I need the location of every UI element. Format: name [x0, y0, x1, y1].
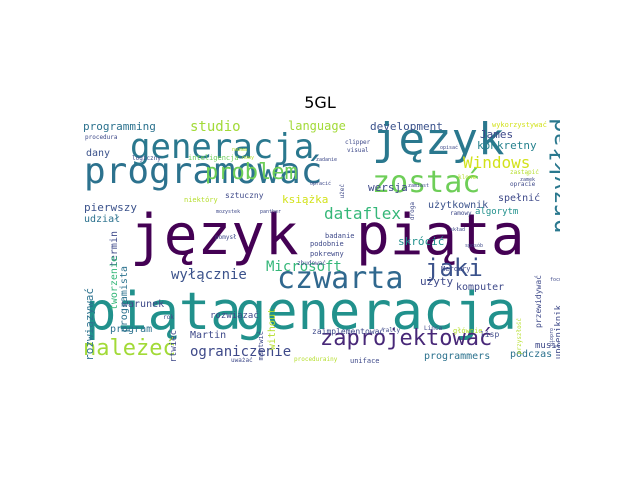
cloud-word: nowy: [242, 155, 255, 161]
cloud-word: przyszłość: [516, 318, 523, 355]
cloud-word: piąta: [85, 282, 242, 342]
cloud-word: spełnić: [498, 193, 541, 204]
cloud-word: użytkownik: [428, 200, 489, 211]
cloud-word: pomysł: [215, 234, 237, 241]
cloud-word: nazwa: [232, 147, 248, 153]
word-cloud: język piąta piąta generacja język programować…: [80, 118, 560, 363]
cloud-word: wykorzystywać: [492, 121, 547, 129]
cloud-word: zamek: [520, 177, 536, 183]
cloud-word: problem: [205, 160, 298, 185]
figure-title: 5GL: [304, 93, 336, 112]
cloud-word: język: [372, 118, 505, 165]
cloud-word: inteligencja: [188, 154, 239, 162]
cloud-word: procedurainy: [294, 356, 338, 363]
cloud-word: piąta: [356, 203, 525, 268]
cloud-word: udział: [84, 214, 121, 225]
cloud-word: Martin: [190, 330, 227, 341]
cloud-word: pokrewny: [310, 250, 344, 258]
cloud-word: zastąpić: [510, 169, 539, 176]
cloud-word: focus: [550, 277, 560, 283]
cloud-word: należeć: [83, 336, 176, 361]
cloud-word: droga: [409, 202, 416, 221]
cloud-word: mozystek: [216, 209, 241, 215]
cloud-word: podczas: [510, 349, 553, 360]
cloud-word: książka: [282, 193, 329, 206]
cloud-word: rally: [382, 327, 401, 334]
cloud-word: Linca: [424, 325, 443, 332]
cloud-word: ramowy: [450, 210, 472, 217]
cloud-word: programmers: [424, 351, 491, 362]
cloud-word: programować: [84, 151, 323, 192]
cloud-word: rok: [163, 314, 174, 321]
cloud-word: programming: [83, 120, 156, 133]
cloud-word: uniface: [350, 357, 380, 364]
cloud-word: zostać: [372, 165, 481, 200]
cloud-word: studio: [190, 119, 241, 135]
cloud-word: przewidywać: [534, 275, 543, 328]
cloud-word: opracić: [310, 181, 332, 187]
cloud-word: jaki: [425, 254, 483, 282]
cloud-word: sztuczny: [225, 191, 264, 200]
cloud-word: głównie: [453, 327, 483, 335]
cloud-word: wyłącznie: [171, 267, 247, 283]
cloud-word: język: [130, 203, 299, 268]
cloud-word: użeć: [339, 184, 346, 199]
cloud-word: algorytm: [475, 207, 519, 217]
cloud-word: dany: [86, 148, 111, 159]
cloud-word: martwieć: [169, 330, 179, 363]
cloud-word: upleniknik: [554, 305, 560, 360]
cloud-word: przykład: [546, 118, 560, 234]
cloud-word: ograniczenie: [190, 344, 292, 360]
cloud-word: skrócić: [398, 235, 445, 248]
cloud-word: czwarta: [277, 261, 404, 296]
cloud-word: martwić: [257, 331, 265, 361]
cloud-word: klone: [458, 174, 477, 181]
cloud-word: konkretny: [477, 139, 537, 152]
cloud-word: Microsoft: [266, 259, 342, 275]
cloud-word: zamiast: [408, 183, 430, 189]
cloud-word: komputer: [456, 282, 505, 293]
cloud-word: podobnie: [310, 240, 344, 248]
cloud-word: generacja: [235, 282, 517, 342]
cloud-word: panther: [260, 209, 282, 215]
cloud-word: clipper: [345, 139, 371, 146]
cloud-word: zaprojektować: [320, 326, 493, 351]
cloud-word: program: [110, 324, 153, 335]
cloud-word: Windows: [463, 153, 531, 172]
cloud-word: biopro: [549, 328, 555, 347]
cloud-word: dataflex: [324, 204, 402, 223]
cloud-word: rozwiązywać: [83, 288, 96, 361]
cloud-word: wersja: [368, 181, 408, 194]
cloud-word: procedura: [85, 134, 118, 141]
cloud-word: opracie: [510, 181, 536, 188]
cloud-word: uważać: [231, 357, 253, 364]
cloud-word: lisp: [480, 330, 500, 339]
cloud-word: opisać: [440, 145, 459, 151]
cloud-word: zbudować: [297, 260, 326, 267]
cloud-word: skład: [450, 227, 466, 233]
cloud-word: warunek: [122, 299, 165, 310]
cloud-word: logiczny: [132, 155, 161, 162]
cloud-word: rozwiązać: [210, 311, 259, 321]
cloud-word: development: [370, 120, 443, 133]
cloud-word: zaimplementować: [312, 327, 385, 336]
cloud-word: Mercury: [441, 265, 471, 273]
cloud-word: użyty: [420, 275, 454, 288]
cloud-word: musieć: [535, 341, 560, 351]
cloud-word: language: [288, 119, 346, 133]
cloud-word: zadanie: [316, 157, 338, 163]
cloud-word: generacja: [130, 127, 315, 167]
cloud-word: visual: [347, 147, 369, 154]
cloud-word: James: [480, 128, 514, 141]
cloud-word: pierwszy: [84, 201, 137, 214]
cloud-word: niektóry: [184, 196, 218, 204]
cloud-word: badanie: [325, 232, 355, 240]
cloud-word: programista: [119, 266, 130, 333]
cloud-word: sposób: [465, 243, 484, 249]
cloud-word: without: [267, 308, 278, 351]
